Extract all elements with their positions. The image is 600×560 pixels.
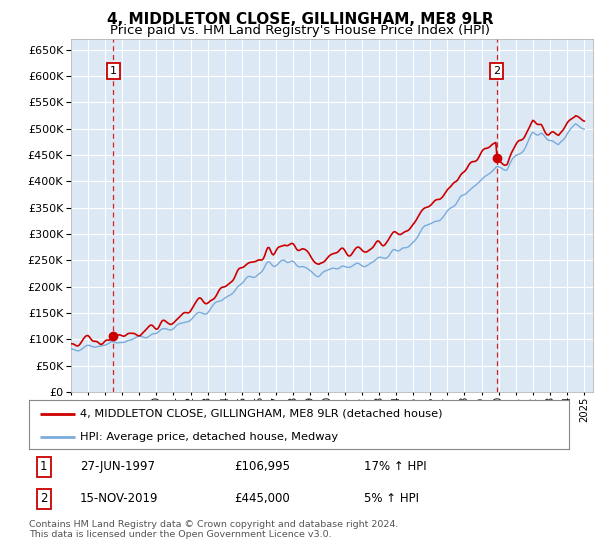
Text: 2: 2 bbox=[40, 492, 47, 505]
Text: 4, MIDDLETON CLOSE, GILLINGHAM, ME8 9LR: 4, MIDDLETON CLOSE, GILLINGHAM, ME8 9LR bbox=[107, 12, 493, 27]
Text: £106,995: £106,995 bbox=[234, 460, 290, 473]
Text: 15-NOV-2019: 15-NOV-2019 bbox=[80, 492, 158, 505]
Text: Contains HM Land Registry data © Crown copyright and database right 2024.
This d: Contains HM Land Registry data © Crown c… bbox=[29, 520, 398, 539]
Text: 27-JUN-1997: 27-JUN-1997 bbox=[80, 460, 155, 473]
Text: £445,000: £445,000 bbox=[234, 492, 290, 505]
Text: HPI: Average price, detached house, Medway: HPI: Average price, detached house, Medw… bbox=[80, 432, 338, 442]
Text: Price paid vs. HM Land Registry's House Price Index (HPI): Price paid vs. HM Land Registry's House … bbox=[110, 24, 490, 37]
Text: 1: 1 bbox=[110, 66, 117, 76]
Text: 2: 2 bbox=[493, 66, 500, 76]
Text: 4, MIDDLETON CLOSE, GILLINGHAM, ME8 9LR (detached house): 4, MIDDLETON CLOSE, GILLINGHAM, ME8 9LR … bbox=[80, 409, 443, 419]
Text: 17% ↑ HPI: 17% ↑ HPI bbox=[364, 460, 426, 473]
Text: 5% ↑ HPI: 5% ↑ HPI bbox=[364, 492, 419, 505]
Text: 1: 1 bbox=[40, 460, 47, 473]
